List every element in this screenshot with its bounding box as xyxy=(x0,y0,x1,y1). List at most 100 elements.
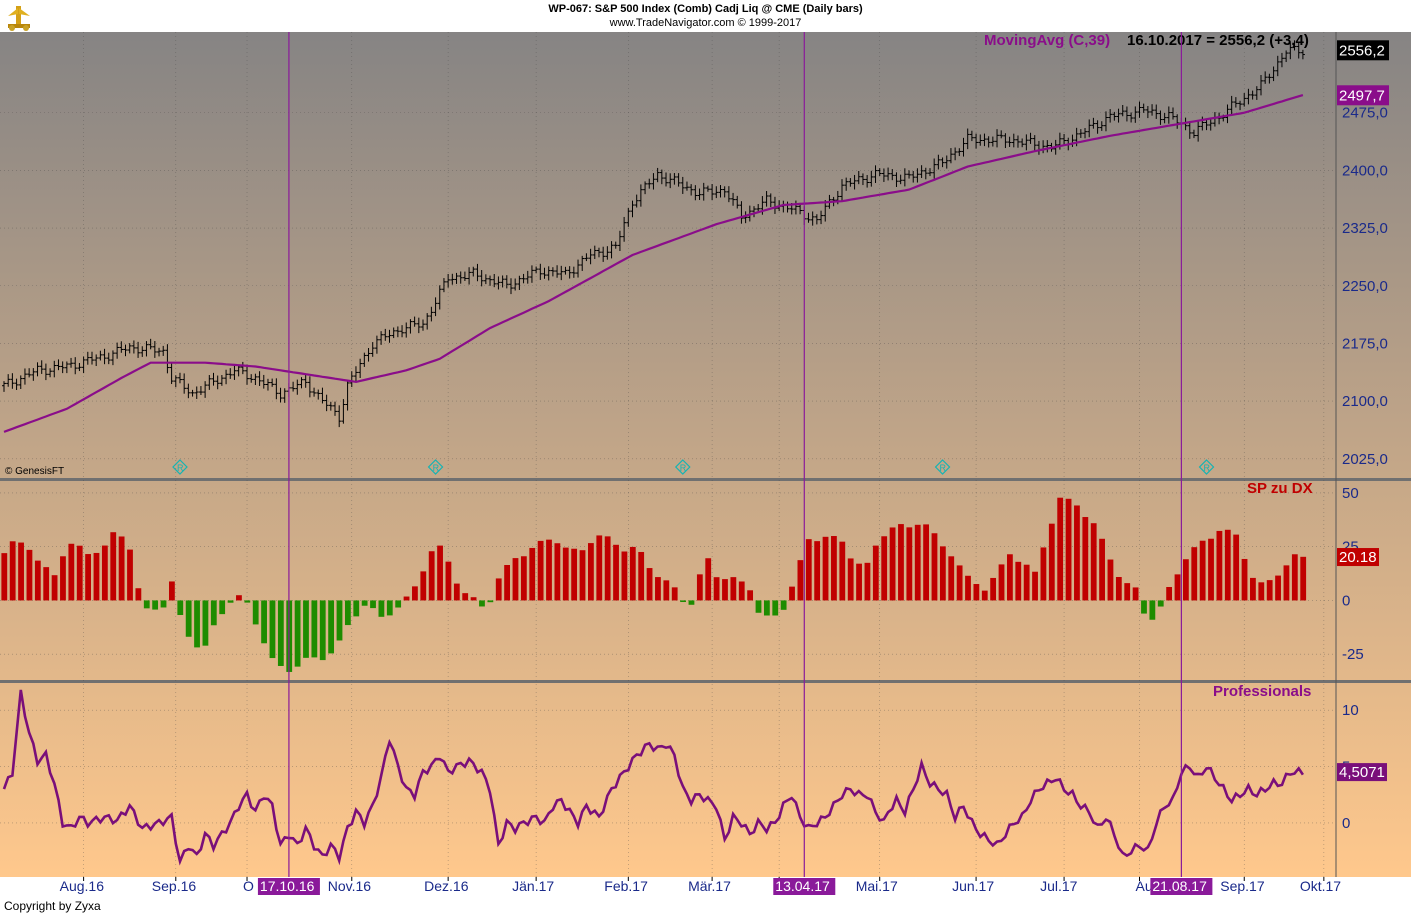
histogram-bar xyxy=(43,567,50,601)
price-bar xyxy=(1259,75,1263,96)
price-bar xyxy=(546,266,551,281)
price-bar xyxy=(664,172,669,187)
histogram-bar xyxy=(294,600,301,667)
price-bar xyxy=(613,241,618,249)
histogram-bar xyxy=(269,600,276,659)
histogram-bar xyxy=(1023,564,1030,601)
signal-marker-icon: R xyxy=(674,459,691,475)
price-bar xyxy=(500,275,505,288)
chart-title: WP-067: S&P 500 Index (Comb) Cadj Liq @ … xyxy=(548,3,863,15)
price-bar xyxy=(1108,109,1113,123)
price-bar xyxy=(689,184,694,196)
price-bar xyxy=(1196,120,1201,142)
price-bar xyxy=(995,129,1000,148)
histogram-bar xyxy=(127,549,133,601)
price-bar xyxy=(232,365,237,380)
price-bar xyxy=(944,155,949,169)
price-bar xyxy=(483,274,488,285)
price-bar xyxy=(152,341,157,358)
price-bar xyxy=(986,136,991,148)
price-bar xyxy=(1011,133,1016,148)
price-bar xyxy=(1087,119,1092,138)
price-bar xyxy=(1238,100,1243,111)
price-bar xyxy=(881,168,886,182)
last-price-label: 2556,2 xyxy=(1339,42,1385,59)
price-bar xyxy=(333,401,338,416)
signal-marker-icon: R xyxy=(1198,459,1215,475)
price-bar xyxy=(48,368,53,378)
price-bar xyxy=(1300,49,1305,60)
price-bar xyxy=(710,184,715,201)
histogram-bar xyxy=(613,544,619,601)
histogram-bar xyxy=(26,549,33,601)
price-bar xyxy=(643,181,648,195)
month-label: Okt.17 xyxy=(1300,878,1341,894)
histogram-bar xyxy=(872,545,879,601)
price-bar xyxy=(387,329,392,343)
price-bar xyxy=(965,128,970,150)
price-bar xyxy=(1225,104,1230,124)
price-bar xyxy=(1103,111,1108,132)
panel-separator-1 xyxy=(0,478,1411,481)
pro-tick-label: 10 xyxy=(1342,702,1359,719)
histogram-bar xyxy=(395,600,402,608)
signal-diamond xyxy=(427,459,444,475)
price-bar xyxy=(341,399,346,424)
price-bar xyxy=(27,368,32,378)
price-bar xyxy=(638,184,643,207)
histogram-bar xyxy=(303,600,309,658)
price-bar xyxy=(479,270,484,287)
signal-diamond xyxy=(674,459,691,475)
price-bar xyxy=(467,267,472,285)
price-bar xyxy=(182,373,187,394)
month-label: Feb.17 xyxy=(604,878,648,894)
price-bar xyxy=(743,211,748,224)
price-bar xyxy=(517,275,522,290)
price-bar xyxy=(1095,120,1100,134)
histogram-bar xyxy=(9,541,16,601)
pro-value-label: 4,5071 xyxy=(1339,764,1385,781)
ma-indicator-label: MovingAvg (C,39) xyxy=(984,32,1110,49)
price-bar xyxy=(1028,132,1033,144)
price-bar xyxy=(814,214,819,225)
price-bar xyxy=(303,374,308,388)
price-bar xyxy=(810,211,815,226)
histogram-bar xyxy=(453,583,460,601)
price-bar xyxy=(1024,134,1029,151)
price-bar xyxy=(408,319,413,334)
price-bar xyxy=(148,338,153,350)
price-bar xyxy=(953,147,958,161)
price-bar xyxy=(39,360,44,374)
histogram-bar xyxy=(881,536,888,601)
histogram-bar xyxy=(1,553,8,601)
price-bar xyxy=(35,362,40,377)
histogram-bar xyxy=(1250,577,1256,601)
price-bar xyxy=(18,375,23,389)
price-bar xyxy=(1229,95,1234,115)
price-bar xyxy=(1279,52,1284,68)
signal-diamond xyxy=(934,459,951,475)
histogram-bar xyxy=(1233,534,1240,601)
histogram-bar xyxy=(495,578,502,601)
price-bar xyxy=(56,359,61,371)
price-tick-label: 2475,0 xyxy=(1342,105,1388,122)
price-bar xyxy=(194,386,199,399)
price-bar xyxy=(529,265,534,283)
histogram-bar xyxy=(512,558,519,601)
histogram-bar xyxy=(428,551,435,601)
histogram-bar xyxy=(604,536,611,601)
price-bar xyxy=(1032,135,1037,151)
histogram-bar xyxy=(361,600,368,606)
month-label: Jul.17 xyxy=(1040,878,1078,894)
histogram-bar xyxy=(470,597,477,601)
price-bar xyxy=(559,265,564,281)
price-bar xyxy=(735,195,740,209)
histogram-bar xyxy=(378,600,385,617)
price-bar xyxy=(525,270,530,284)
histogram-bar xyxy=(1124,583,1131,601)
price-bar xyxy=(358,358,363,379)
price-bar xyxy=(655,167,660,183)
month-label: Mai.17 xyxy=(856,878,898,894)
histogram-bar xyxy=(487,600,494,603)
price-bar xyxy=(307,376,312,398)
